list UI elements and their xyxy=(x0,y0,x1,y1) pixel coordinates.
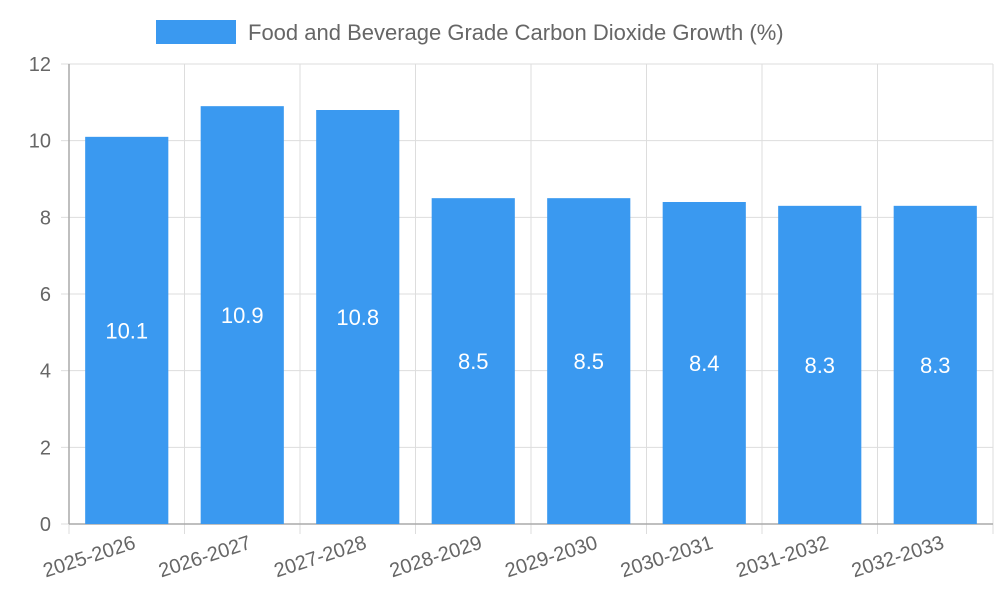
x-tick-label: 2032-2033 xyxy=(849,532,947,582)
y-tick-label: 12 xyxy=(29,54,51,76)
data-label: 8.3 xyxy=(920,353,951,378)
data-label: 10.8 xyxy=(336,305,379,330)
data-label: 8.5 xyxy=(458,349,489,374)
x-tick-label: 2027-2028 xyxy=(272,532,370,582)
y-tick-label: 6 xyxy=(40,284,51,306)
y-tick-label: 8 xyxy=(40,207,51,229)
data-label: 10.1 xyxy=(105,318,148,343)
x-tick-label: 2025-2026 xyxy=(41,532,139,582)
y-tick-label: 2 xyxy=(40,437,51,459)
legend: Food and Beverage Grade Carbon Dioxide G… xyxy=(156,20,784,45)
bar xyxy=(200,106,284,525)
x-tick-label: 2028-2029 xyxy=(387,532,485,582)
x-tick-label: 2029-2030 xyxy=(503,532,601,582)
data-labels: 10.1 10.9 10.8 8.5 8.5 8.4 8.3 8.3 xyxy=(105,303,950,378)
bar xyxy=(893,205,977,525)
y-tick-label: 4 xyxy=(40,361,51,383)
bar xyxy=(662,202,746,524)
bar xyxy=(778,205,862,525)
bar xyxy=(85,136,169,525)
x-tick-label: 2031-2032 xyxy=(734,532,832,582)
bar xyxy=(431,198,515,524)
data-label: 8.3 xyxy=(804,353,835,378)
x-tick-label: 2026-2027 xyxy=(156,532,254,582)
legend-label: Food and Beverage Grade Carbon Dioxide G… xyxy=(248,20,784,45)
x-tick-labels: 2025-2026 2026-2027 2027-2028 2028-2029 2029… xyxy=(41,532,947,582)
bar xyxy=(316,110,400,524)
data-label: 8.4 xyxy=(689,351,720,376)
legend-swatch xyxy=(156,20,236,44)
bar xyxy=(547,198,631,524)
x-tick-label: 2030-2031 xyxy=(618,532,716,582)
y-tick-label: 0 xyxy=(40,514,51,536)
data-label: 10.9 xyxy=(221,303,264,328)
data-label: 8.5 xyxy=(573,349,604,374)
y-tick-label: 10 xyxy=(29,131,51,153)
y-tick-labels: 0 2 4 6 8 10 12 xyxy=(29,54,51,536)
bars xyxy=(85,106,977,525)
